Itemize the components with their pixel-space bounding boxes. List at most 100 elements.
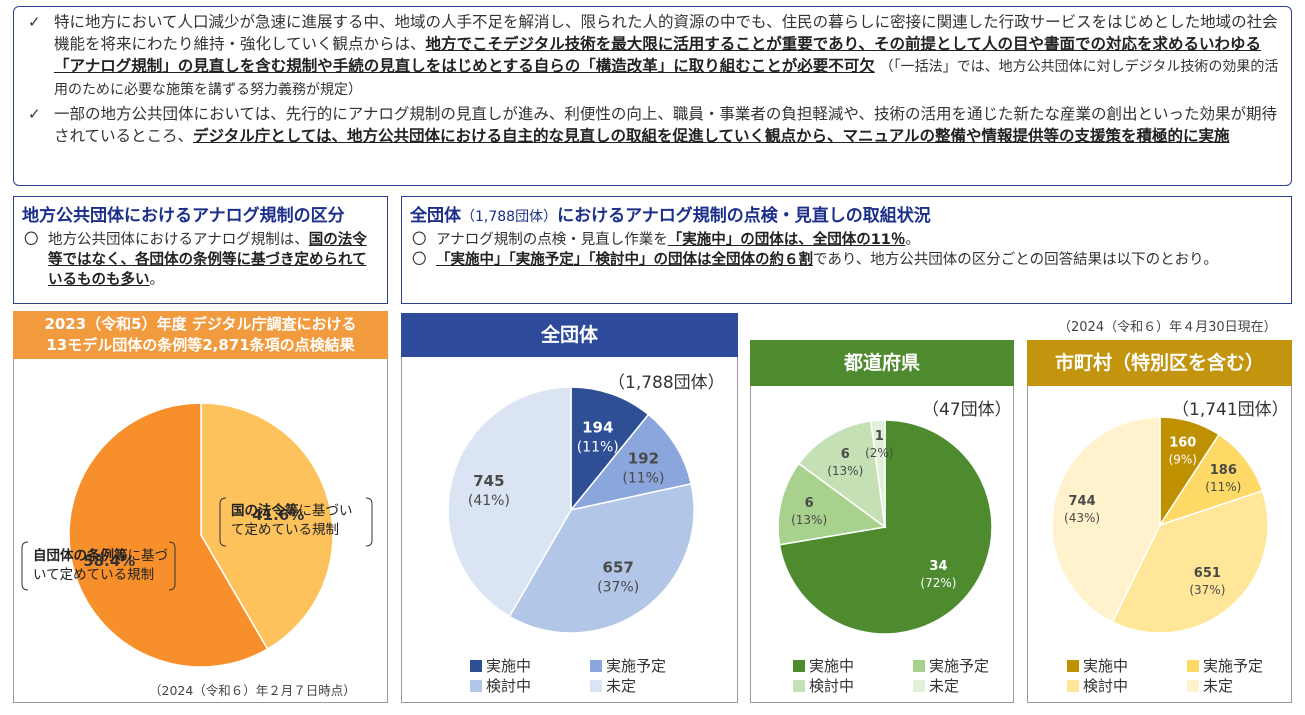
label-national-rest: に基づい [299,502,353,519]
pie-percent-2: (11%) [1205,480,1241,494]
status-line-1: 〇 アナログ規制の点検・見直し作業を「実施中」の団体は、全団体の11％。 [410,230,1283,250]
pie-value-2: 6 [805,496,814,511]
category-title: 地方公共団体におけるアナログ規制の区分 [22,206,345,226]
label-national-1: 国の法令等に基づい [231,502,353,519]
legend-item-c: 検討中 [793,675,854,696]
pref-header: 都道府県 [750,340,1014,386]
survey-pie-svg: 41.6%58.4% 国の法令等に基づい て定めている規制 自団体の条例等に基づ… [21,402,373,668]
pie-value-1: 34 [929,559,947,574]
legend-item-c: 検討中 [470,675,531,696]
label-local-2: いて定めている規制 [33,567,154,583]
circle-mark: 〇 [24,232,39,248]
survey-panel: 2023（令和5）年度 デジタル庁調査における 13モデル団体の条例等2,871… [13,311,388,703]
legend-swatch [590,680,602,692]
pie-value-1: 194 [582,419,613,437]
legend-swatch [470,680,482,692]
survey-date: （2024（令和６）年２月７日時点） [149,683,356,698]
legend-item-a: 実施中 [470,655,531,676]
legend-swatch [1067,680,1079,692]
check-icon: ✓ [28,105,41,123]
bracket-left-open [21,541,29,591]
pie-slice-1 [200,402,334,651]
survey-header-line2: 13モデル団体の条例等2,871条項の点検結果 [46,336,355,354]
category-text-bold: 国の法令等ではなく、各団体の条例等に基づき定められているものも多い [48,232,367,288]
legend-label: 検討中 [809,677,855,695]
legend-label: 未定 [929,677,960,695]
pie-percent-3: (37%) [597,580,639,596]
legend-swatch [913,660,925,672]
pref-pie-svg: 34 (72%) 6 (13%) 6 (13%) 1 (2%) [777,419,993,635]
pie-slice-3 [797,420,886,529]
status-title-c: におけるアナログ規制の点検・見直しの取組状況 [557,206,931,226]
bracket-right-close [365,497,373,547]
label-national-bold: 国の法令等 [231,502,299,519]
status-box: 全団体（1,788団体）におけるアナログ規制の点検・見直しの取組状況 〇 アナロ… [401,196,1292,304]
muni-count: （1,741団体） [1172,400,1289,420]
legend-swatch [1187,680,1199,692]
circle-mark: 〇 [412,252,427,268]
status-l1-a: アナログ規制の点検・見直し作業を [436,232,668,248]
legend-item-b: 実施予定 [590,655,666,676]
pie-slice-2 [68,402,269,668]
legend-swatch [590,660,602,672]
pie-slice-4 [1051,416,1161,623]
legend-label: 実施予定 [929,657,990,675]
legend-item-c: 検討中 [1067,675,1128,696]
legend-swatch [470,660,482,672]
category-box: 地方公共団体におけるアナログ規制の区分 〇 地方公共団体におけるアナログ規制は、… [13,196,388,304]
pie-percent-4: (43%) [1064,511,1100,525]
legend-item-d: 未定 [913,675,959,696]
status-l2-bold: 「実施中」「実施予定」「検討中」の団体は全団体の約６割 [436,252,813,268]
bracket-right-open [219,497,227,547]
pie-value-2: 186 [1210,463,1237,478]
all-count: （1,788団体） [608,373,725,393]
pie-percent-2: (13%) [791,513,827,527]
legend-label: 実施中 [1083,657,1129,675]
legend-label: 実施予定 [1203,657,1264,675]
legend-item-a: 実施中 [1067,655,1128,676]
legend-swatch [913,680,925,692]
pie-value-3: 657 [603,559,634,577]
intro-b2-bold: デジタル庁としては、地方公共団体における自主的な見直しの取組を促進していく観点か… [193,127,1230,145]
legend-item-b: 実施予定 [913,655,989,676]
legend-label: 検討中 [1083,677,1129,695]
pie-percent-3: (13%) [827,464,863,478]
pie-percent-4: (41%) [468,493,510,509]
legend-swatch [1067,660,1079,672]
all-header: 全団体 [401,313,738,357]
pie-percent-2: (11%) [622,470,664,486]
survey-header-line1: 2023（令和5）年度 デジタル庁調査における [44,315,357,333]
legend-label: 未定 [606,677,637,695]
legend-label: 未定 [1203,677,1234,695]
pie-value-4: 1 [875,429,884,444]
pie-percent-1: (72%) [920,576,956,590]
pie-slice-2 [1158,433,1264,527]
pie-slice-4 [869,419,886,528]
intro-bullet-2: ✓ 一部の地方公共団体においては、先行的にアナログ規制の見直しが進み、利便性の向… [24,103,1281,147]
intro-b2-text: 一部の地方公共団体においては、先行的にアナログ規制の見直しが進み、利便性の向上、… [54,105,1277,145]
label-national-2: て定めている規制 [231,522,339,538]
pie-value-3: 651 [1194,566,1221,581]
pie-slice-3 [508,482,695,634]
muni-header: 市町村（特別区を含む） [1027,340,1292,386]
status-title-count: （1,788団体） [461,209,558,225]
label-local-1: 自団体の条例等に基づ [33,547,168,564]
muni-pie-svg: 160 (9%) 186 (11%) 651 (37%) 744 (43%) [1051,416,1269,634]
pie-percent-1: (11%) [577,440,619,456]
legend-swatch [1187,660,1199,672]
legend-item-a: 実施中 [793,655,854,676]
pref-count: （47団体） [922,400,1012,420]
legend-swatch [793,660,805,672]
legend-item-b: 実施予定 [1187,655,1263,676]
status-l1-c: 。 [905,232,920,248]
pie-value-2: 192 [628,449,659,467]
pie-slice-2 [777,462,887,546]
pie-percent-4: (2%) [865,446,893,460]
circle-mark: 〇 [412,232,427,248]
status-l2-b: であり、地方公共団体の区分ごとの回答結果は以下のとおり。 [813,252,1218,268]
pie-value-3: 6 [841,447,850,462]
survey-header: 2023（令和5）年度 デジタル庁調査における 13モデル団体の条例等2,871… [13,311,388,359]
intro-box: ✓ 特に地方において人口減少が急速に進展する中、地域の人手不足を解消し、限られた… [13,6,1292,186]
check-icon: ✓ [28,13,41,31]
pie-label-2: 58.4% [83,552,135,570]
